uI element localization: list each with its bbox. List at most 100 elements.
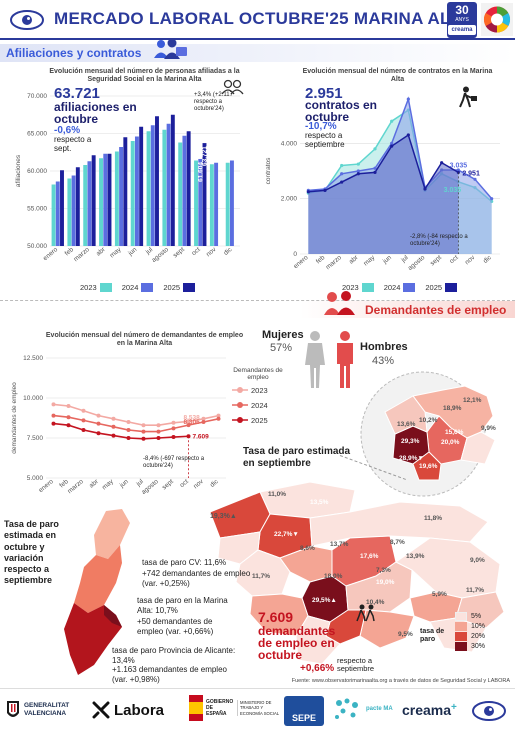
x-tick-label: may: [109, 246, 123, 260]
map-label: 19,0%: [376, 579, 395, 586]
point-2025: [141, 436, 146, 441]
women-label: Mujeres: [262, 329, 304, 341]
bar-2025: [60, 170, 64, 246]
point-2023: [111, 416, 116, 421]
point-2024: [456, 168, 460, 172]
x-tick-label: jun: [126, 246, 138, 258]
bar-2024: [198, 158, 203, 246]
legend-item-2023: 2023: [232, 386, 284, 395]
zoom-label: 20,0%: [441, 439, 460, 446]
ma-rate: tasa de paro en la Marina Alta: 10,7%: [137, 596, 228, 615]
affiliates-change-label: respecto a sept.: [54, 135, 92, 153]
point-2024: [473, 177, 477, 181]
contracts-chart-title: Evolución mensual del número de contrato…: [302, 68, 493, 84]
legend-swatch-2024: [403, 283, 416, 292]
point-2024: [141, 429, 146, 434]
x-tick-label: agosto: [151, 246, 171, 264]
zoom-region: [384, 395, 428, 435]
legend-swatch-5: [455, 612, 467, 621]
affiliates-annotation: +3,4% (+2.117 respecto a octubre'24): [194, 92, 233, 112]
map-label: 19,3%▲: [210, 513, 237, 520]
gobierno-text: GOBIERNO DE ESPAÑA: [206, 699, 234, 717]
point-2023: [390, 119, 394, 123]
man-icon: [334, 330, 356, 395]
x-tick-label: abr: [88, 478, 100, 490]
contracts-change: -10,7%: [305, 121, 337, 132]
zoom-map: 12,1% 18,9% 13,6% 10,2% 29,3% 20,0% 15,6…: [360, 371, 496, 497]
alicante-rate: tasa de paro Provincia de Alicante: 13,4…: [112, 646, 236, 665]
creama-logo: creama +: [402, 702, 457, 718]
bar-2023: [67, 178, 72, 246]
sdg-wheel-icon: [481, 3, 513, 36]
y-tick-label: 12.500: [23, 355, 43, 362]
bar-2025: [202, 143, 207, 246]
zoom-label: 9,9%: [481, 425, 496, 432]
line-2024: [53, 414, 219, 433]
y-tick-label: 60.000: [27, 168, 47, 175]
demand-annotation: -8,4% (-697 respecto a octubre'24): [143, 456, 205, 469]
point-2023: [201, 416, 206, 421]
bar-2024: [182, 135, 187, 246]
point-2024: [490, 197, 494, 201]
point-2025: [306, 190, 310, 194]
line-2025: [308, 133, 459, 193]
bar-2024: [214, 162, 219, 246]
point-2025: [340, 180, 344, 184]
sepe-logo: SEPE: [284, 696, 324, 726]
map-region: [235, 549, 291, 597]
point-2023: [373, 147, 377, 151]
point-2025: [156, 436, 161, 440]
x-tick-label: nov: [205, 246, 218, 259]
bar-2023: [194, 160, 199, 246]
x-tick-label: jul: [135, 478, 146, 489]
legend-swatch-2025: [183, 283, 196, 292]
bar-2023: [225, 162, 230, 246]
legend-item-2023: 2023: [80, 283, 112, 292]
x-tick-label: sept: [429, 254, 443, 267]
map-region: [259, 481, 356, 519]
sepe-text: SEPE: [291, 713, 316, 723]
data-label-2024: 8.306: [184, 419, 201, 426]
data-label-2024: 61.604: [197, 162, 204, 182]
eye-logo-icon: [10, 10, 44, 30]
badge-anys: ANYS: [455, 17, 469, 23]
footer-logos: GENERALITAT VALENCIANA Labora GOBIERNO D…: [0, 688, 515, 735]
zoom-region: [460, 431, 496, 465]
castellon-province: [94, 509, 130, 559]
legend-item-2025: 2025: [425, 283, 458, 292]
map-legend-title: tasa de paro: [420, 628, 445, 644]
marina-alta-region: [104, 605, 122, 627]
point-2023: [356, 162, 360, 166]
bar-2023: [209, 164, 214, 246]
point-2024: [156, 429, 161, 434]
x-tick-label: marzo: [66, 478, 85, 495]
legend-item-2023: 2023: [342, 283, 374, 292]
point-2023: [171, 420, 176, 425]
labora-text: Labora: [114, 701, 165, 719]
workers-icon: [356, 604, 378, 627]
total-demand-label: demandantes de empleo en octubre: [258, 624, 336, 662]
zoom-label: 10,2%: [419, 417, 438, 424]
point-2023: [66, 404, 71, 408]
bar-2023: [51, 184, 56, 246]
point-2024: [356, 169, 360, 173]
section-band-affiliations: [0, 44, 515, 62]
marina-alta-map: 11,0% 13,5% 19,3%▲ 22,7%▼ 8,6% 13,7% 17,…: [209, 481, 505, 665]
legend-swatch-2025: [445, 283, 458, 292]
x-tick-label: abr: [95, 246, 107, 258]
contracts-big-label: contratos en octubre: [305, 98, 378, 124]
map-label: 11,7%: [252, 573, 270, 580]
legend-swatch-2024: [141, 283, 154, 292]
bar-2023: [130, 141, 135, 246]
gva-logo: GENERALITAT VALENCIANA: [6, 699, 78, 721]
point-2024: [406, 97, 410, 101]
map-label: 7,3%: [376, 567, 391, 574]
people-group-icon: [152, 38, 188, 65]
bar-2024: [134, 136, 139, 246]
x-tick-label: feb: [315, 254, 327, 265]
badge-creama: creama: [448, 25, 476, 35]
bar-2025: [91, 155, 96, 246]
bar-2025: [107, 153, 112, 246]
